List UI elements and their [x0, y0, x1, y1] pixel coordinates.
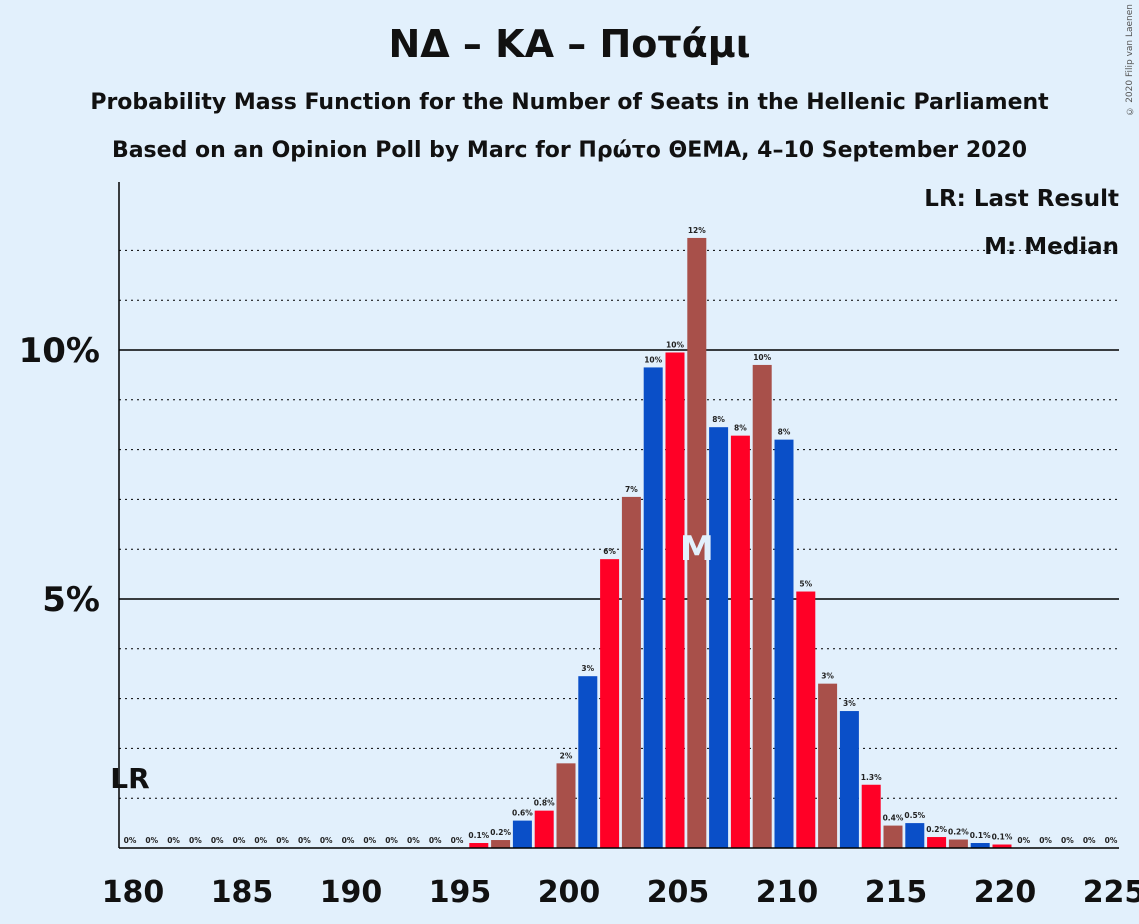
- bar-seat-211: [796, 591, 816, 848]
- data-label: 0.2%: [948, 828, 969, 837]
- bar-seat-220: [992, 844, 1012, 848]
- data-label: 0%: [385, 836, 398, 845]
- data-label: 0.4%: [883, 814, 904, 823]
- data-label: 0%: [407, 836, 420, 845]
- bar-seat-205: [665, 352, 685, 848]
- x-tick-label: 195: [429, 875, 492, 910]
- data-label: 5%: [799, 580, 812, 589]
- x-tick-label: 190: [320, 875, 383, 910]
- bar-seat-212: [818, 683, 838, 848]
- bar-seat-202: [600, 559, 620, 848]
- data-label: 0.5%: [904, 811, 925, 820]
- data-label: 10%: [666, 340, 684, 349]
- bar-seat-197: [491, 840, 511, 848]
- bar-seat-216: [905, 823, 925, 848]
- bar-seat-209: [752, 364, 772, 848]
- bar-seat-206: [687, 237, 707, 848]
- bar-seat-207: [709, 427, 729, 848]
- bar-seat-196: [469, 843, 489, 848]
- chart-source: Based on an Opinion Poll by Marc for Πρώ…: [111, 138, 1028, 163]
- data-label: 8%: [778, 428, 791, 437]
- bar-seat-201: [578, 676, 598, 848]
- x-tick-label: 200: [538, 875, 601, 910]
- data-label: 8%: [712, 415, 725, 424]
- data-label: 6%: [603, 547, 616, 556]
- data-label: 0%: [254, 836, 267, 845]
- data-label: 0%: [451, 836, 464, 845]
- data-label: 0.2%: [926, 825, 947, 834]
- data-label: 0%: [1039, 836, 1052, 845]
- chart-title: ΝΔ – ΚΑ – Ποτάμι: [388, 22, 751, 66]
- data-label: 0%: [1017, 836, 1030, 845]
- data-label: 0.1%: [468, 831, 489, 840]
- x-tick-label: 180: [102, 875, 165, 910]
- bar-seat-210: [774, 439, 794, 848]
- bar-seat-213: [839, 711, 859, 848]
- data-label: 0%: [1105, 836, 1118, 845]
- data-label: 0%: [320, 836, 333, 845]
- data-label: 0.2%: [490, 828, 511, 837]
- x-tick-label: 210: [756, 875, 819, 910]
- legend-median: M: Median: [984, 234, 1119, 260]
- bar-seat-203: [621, 496, 641, 848]
- data-label: 2%: [560, 751, 573, 760]
- y-tick-label: 10%: [19, 331, 100, 371]
- y-tick-label: 5%: [42, 580, 100, 620]
- data-label: 3%: [581, 664, 594, 673]
- bar-seat-204: [643, 367, 663, 848]
- bar-seat-215: [883, 825, 903, 848]
- data-label: 8%: [734, 424, 747, 433]
- bar-seat-218: [948, 839, 968, 848]
- data-label: 0.1%: [992, 833, 1013, 842]
- last-result-marker: LR: [110, 762, 149, 795]
- bar-seat-208: [730, 435, 750, 848]
- data-label: 0%: [233, 836, 246, 845]
- data-label: 7%: [625, 485, 638, 494]
- data-label: 0.1%: [970, 831, 991, 840]
- data-label: 0%: [145, 836, 158, 845]
- data-label: 0%: [342, 836, 355, 845]
- data-label: 0%: [1061, 836, 1074, 845]
- data-label: 12%: [688, 226, 706, 235]
- data-label: 0%: [189, 836, 202, 845]
- data-label: 0.6%: [512, 809, 533, 818]
- bar-seat-217: [927, 837, 947, 848]
- median-marker: M: [680, 529, 714, 569]
- data-label: 0%: [1083, 836, 1096, 845]
- bar-seat-199: [534, 810, 554, 848]
- data-label: 0%: [363, 836, 376, 845]
- bar-seat-198: [512, 820, 532, 848]
- data-label: 0%: [429, 836, 442, 845]
- data-label: 0.8%: [534, 799, 555, 808]
- data-label: 0%: [276, 836, 289, 845]
- data-label: 3%: [821, 672, 834, 681]
- data-label: 0%: [167, 836, 180, 845]
- data-label: 3%: [843, 699, 856, 708]
- x-tick-label: 220: [974, 875, 1037, 910]
- chart-subtitle: Probability Mass Function for the Number…: [90, 90, 1049, 115]
- x-tick-label: 185: [211, 875, 274, 910]
- data-label: 0%: [124, 836, 137, 845]
- bar-seat-219: [970, 843, 990, 848]
- data-label: 0%: [211, 836, 224, 845]
- data-label: 10%: [753, 353, 771, 362]
- x-tick-label: 205: [647, 875, 710, 910]
- legend-last-result: LR: Last Result: [924, 186, 1119, 212]
- x-tick-label: 215: [865, 875, 928, 910]
- bar-seat-200: [556, 763, 576, 848]
- x-tick-label: 225: [1083, 875, 1139, 910]
- bar-seat-214: [861, 784, 881, 848]
- data-label: 1.3%: [861, 773, 882, 782]
- data-label: 0%: [298, 836, 311, 845]
- data-label: 10%: [644, 355, 662, 364]
- bars: 0% 0% 0% 0% 0% 0% 0% 0% 0% 0% 0% 0% 0% 0% 0% 0%0.1% 0.2%…: [124, 226, 1118, 848]
